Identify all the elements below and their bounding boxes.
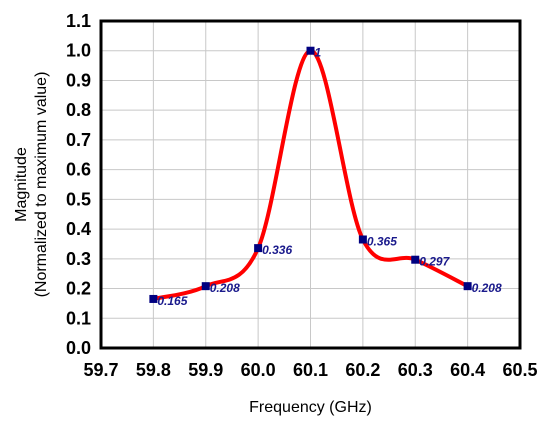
data-point — [201, 282, 210, 291]
y-tick-labels: 0.0 0.1 0.2 0.3 0.4 0.5 0.6 0.7 0.8 0.9 1.0 1.1 — [66, 11, 91, 358]
data-label: 0.165 — [157, 294, 187, 308]
data-label: 0.297 — [419, 255, 450, 269]
x-tick-label: 60.5 — [502, 360, 537, 380]
data-markers — [149, 46, 472, 303]
data-point — [306, 46, 315, 55]
x-tick-label: 60.0 — [241, 360, 276, 380]
y-tick-label: 0.4 — [66, 219, 91, 239]
data-label: 0.365 — [367, 234, 397, 248]
y-tick-label: 0.7 — [66, 130, 91, 150]
y-axis-title-line-2: (Normalized to maximum value) — [33, 72, 50, 298]
x-tick-label: 60.4 — [450, 360, 485, 380]
data-label: 0.208 — [210, 281, 240, 295]
y-tick-label: 1.1 — [66, 11, 91, 31]
x-tick-labels: 59.7 59.8 59.9 60.0 60.1 60.2 60.3 60.4 60.5 — [83, 360, 537, 380]
data-point — [411, 255, 420, 264]
data-point — [149, 294, 158, 303]
x-tick-label: 60.3 — [398, 360, 433, 380]
x-axis-title: Frequency (GHz) — [249, 399, 372, 416]
y-tick-label: 0.0 — [66, 338, 91, 358]
y-tick-label: 1.0 — [66, 41, 91, 61]
x-tick-label: 59.7 — [83, 360, 118, 380]
y-axis-title: Magnitude (Normalized to maximum value) — [13, 72, 50, 298]
data-point — [358, 235, 367, 244]
data-label: 1 — [315, 46, 322, 60]
y-tick-label: 0.3 — [66, 249, 91, 269]
plot-frame — [99, 19, 522, 350]
x-tick-label: 60.2 — [345, 360, 380, 380]
y-tick-label: 0.8 — [66, 100, 91, 120]
y-axis-title-line-1: Magnitude — [13, 147, 30, 222]
y-tick-label: 0.1 — [66, 308, 91, 328]
data-labels: 0.165 0.208 0.336 1 0.365 0.297 0.208 — [157, 46, 502, 308]
y-tick-label: 0.2 — [66, 279, 91, 299]
data-label: 0.336 — [262, 243, 292, 257]
y-tick-label: 0.6 — [66, 160, 91, 180]
x-tick-label: 59.9 — [188, 360, 223, 380]
data-point — [254, 244, 263, 253]
x-tick-label: 60.1 — [293, 360, 328, 380]
y-tick-label: 0.5 — [66, 189, 91, 209]
x-tick-label: 59.8 — [136, 360, 171, 380]
data-label: 0.208 — [472, 281, 502, 295]
data-point — [463, 282, 472, 291]
y-tick-label: 0.9 — [66, 70, 91, 90]
